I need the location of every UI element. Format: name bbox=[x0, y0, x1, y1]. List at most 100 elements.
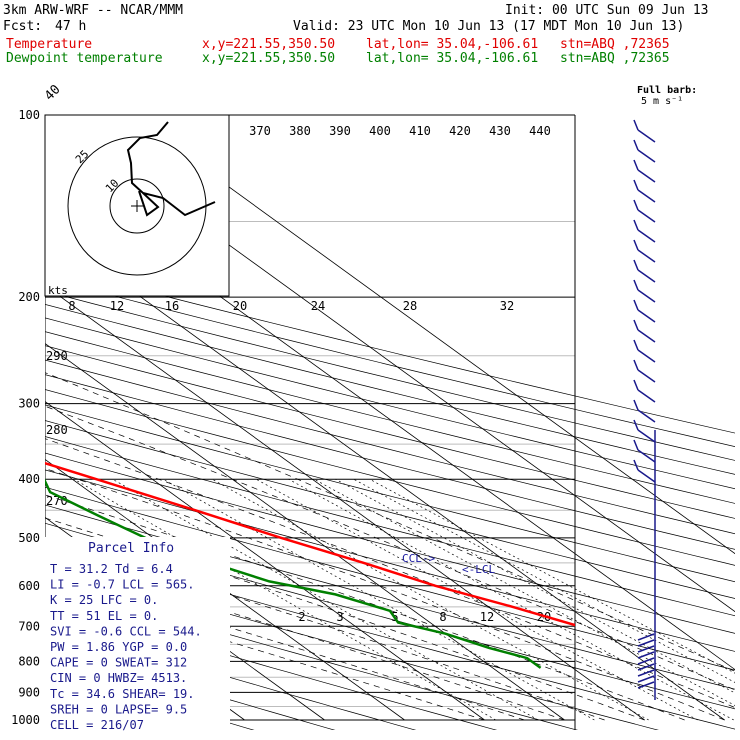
lcl-marker: <-LCL bbox=[462, 563, 495, 576]
hodograph-trace bbox=[126, 121, 216, 217]
parcel-info-row: SVI = -0.6 CCL = 544. bbox=[50, 624, 202, 638]
isotherm-line bbox=[45, 400, 485, 721]
isotherm-line bbox=[129, 114, 735, 555]
wind-barb bbox=[637, 645, 655, 653]
parcel-info-row: CAPE = 0 SWEAT= 312 bbox=[50, 656, 187, 670]
pressure-tick-label: 700 bbox=[18, 619, 40, 633]
moist-adiabat-line bbox=[45, 494, 685, 721]
theta-label: 400 bbox=[369, 124, 391, 138]
mixing-ratio-label: 8 bbox=[68, 299, 75, 313]
theta-label: 370 bbox=[249, 124, 271, 138]
kts-label: kts bbox=[48, 284, 68, 297]
wind-barb bbox=[633, 319, 656, 343]
dry-adiabat-line bbox=[45, 404, 735, 583]
dewpoint-legend: Dewpoint temperature bbox=[6, 51, 163, 66]
theta-label: 390 bbox=[329, 124, 351, 138]
mixing-ratio-label: 8 bbox=[439, 610, 446, 624]
dry-adiabat-line bbox=[45, 290, 735, 461]
mixing-ratio-label: 20 bbox=[233, 299, 247, 313]
mixing-ratio-label: 3 bbox=[336, 610, 343, 624]
isotherm-line bbox=[45, 342, 565, 721]
mixing-ratio-label: 12 bbox=[110, 299, 124, 313]
moist-adiabat-line bbox=[45, 585, 485, 721]
dry-adiabat-line bbox=[45, 601, 498, 730]
wind-barb bbox=[637, 681, 655, 689]
pressure-tick-label: 500 bbox=[18, 531, 40, 545]
ccl-marker: CCL-> bbox=[402, 552, 435, 565]
full-barb-label: Full barb: bbox=[637, 85, 697, 96]
mixing-ratio-label: 32 bbox=[500, 299, 514, 313]
temperature-trace bbox=[45, 461, 575, 627]
moist-adiabat-line bbox=[45, 468, 725, 721]
moist-adiabat-line bbox=[45, 372, 735, 672]
dry-adiabat-line bbox=[45, 420, 735, 599]
valid-time: Valid: 23 UTC Mon 10 Jun 13 (17 MDT Mon … bbox=[293, 19, 685, 34]
theta-label: 380 bbox=[289, 124, 311, 138]
parcel-info-row: TT = 51 EL = 0. bbox=[50, 609, 158, 623]
wind-barb bbox=[637, 663, 655, 671]
wind-barb bbox=[633, 419, 656, 443]
pressure-tick-label: 1000 bbox=[11, 713, 40, 727]
pressure-tick-label: 400 bbox=[18, 472, 40, 486]
moist-adiabat-line bbox=[45, 405, 735, 691]
pressure-tick-label: 800 bbox=[18, 654, 40, 668]
wind-barb bbox=[633, 379, 656, 403]
header: 3km ARW-WRF -- NCAR/MMM Init: 00 UTC Sun… bbox=[0, 0, 740, 70]
wind-barb bbox=[633, 219, 656, 243]
mixing-ratio-line bbox=[74, 478, 497, 721]
wind-barb bbox=[633, 159, 656, 183]
parcel-info-row: SREH = 0 LAPSE= 9.5 bbox=[50, 702, 187, 716]
pressure-tick-label: 100 bbox=[18, 108, 40, 122]
parcel-info-row: K = 25 LFC = 0. bbox=[50, 593, 158, 607]
mixing-ratio-line bbox=[314, 478, 735, 706]
dewpoint-trace bbox=[45, 478, 542, 669]
parcel-info-row: LI = -0.7 LCL = 565. bbox=[50, 578, 195, 592]
mixing-ratio-line bbox=[335, 478, 735, 694]
init-time: Init: 00 UTC Sun 09 Jun 13 bbox=[505, 3, 709, 18]
dry-adiabat-line bbox=[45, 452, 735, 634]
wind-barb bbox=[633, 339, 656, 363]
dry-adiabat-line bbox=[45, 469, 735, 652]
dry-adiabat-line bbox=[45, 331, 735, 504]
isotherm-line bbox=[45, 458, 405, 721]
grid-labels: -80-70-60-50-40-30-20-100102030408121620… bbox=[42, 82, 551, 624]
mixing-ratio-line bbox=[256, 478, 698, 721]
dry-adiabat-line bbox=[45, 345, 735, 519]
wind-barb bbox=[637, 651, 655, 659]
moist-adiabat-line bbox=[45, 537, 605, 721]
dry-adiabat-line bbox=[45, 359, 735, 535]
dry-adiabat-line bbox=[45, 265, 735, 434]
mixing-ratio-line bbox=[369, 478, 735, 674]
parcel-info-row: CELL = 216/07 bbox=[50, 718, 144, 732]
parcel-info-row: Tc = 34.6 SHEAR= 19. bbox=[50, 687, 195, 701]
wind-barb bbox=[633, 239, 656, 263]
wind-barb bbox=[633, 199, 656, 223]
moist-adiabat-line bbox=[45, 517, 645, 721]
dry-adiabat-line bbox=[45, 304, 735, 475]
dry-adiabat-line bbox=[45, 317, 735, 490]
wind-barb bbox=[637, 657, 655, 665]
wind-barb bbox=[637, 639, 655, 647]
dry-adiabat-line bbox=[45, 436, 735, 617]
parcel-info-title: Parcel Info bbox=[88, 541, 174, 556]
theta-label: 410 bbox=[409, 124, 431, 138]
mixing-ratio-label: 16 bbox=[165, 299, 179, 313]
wind-barb bbox=[633, 139, 656, 163]
theta-side-label: 280 bbox=[46, 423, 68, 437]
forecast-hour: 47 h bbox=[55, 19, 87, 34]
model-title: 3km ARW-WRF -- NCAR/MMM bbox=[3, 3, 184, 18]
isotherm-line bbox=[45, 227, 725, 721]
theta-label: 430 bbox=[489, 124, 511, 138]
pressure-tick-label: 600 bbox=[18, 579, 40, 593]
pressure-tick-label: 900 bbox=[18, 685, 40, 699]
mixing-ratio-label: 28 bbox=[403, 299, 417, 313]
pressure-tick-label: 200 bbox=[18, 290, 40, 304]
wind-barb bbox=[633, 179, 656, 203]
dry-adiabat-line bbox=[45, 486, 735, 671]
wind-barb bbox=[633, 459, 656, 483]
temperature-xy: x,y=221.55,350.50 bbox=[202, 37, 336, 52]
dry-adiabat-line bbox=[45, 622, 417, 730]
mixing-ratio-label: 2 bbox=[298, 610, 305, 624]
